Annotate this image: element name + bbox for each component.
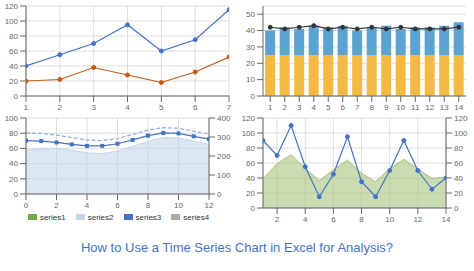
svg-text:7: 7 (227, 103, 232, 112)
svg-text:80: 80 (246, 144, 255, 153)
svg-text:13: 13 (440, 103, 449, 112)
svg-text:11: 11 (411, 103, 420, 112)
svg-text:12: 12 (205, 201, 214, 210)
svg-text:0: 0 (251, 204, 256, 213)
html-text:series3: series3 (135, 212, 162, 222)
svg-text:4: 4 (312, 103, 317, 112)
svg-text:6: 6 (331, 215, 336, 224)
svg-text:10: 10 (174, 201, 183, 210)
svg-text:40: 40 (246, 174, 255, 183)
svg-text:5: 5 (159, 103, 164, 112)
svg-text:5: 5 (326, 103, 331, 112)
svg-text:30: 30 (246, 43, 255, 52)
svg-text:6: 6 (193, 103, 198, 112)
svg-text:80: 80 (454, 144, 463, 153)
svg-text:6: 6 (115, 201, 120, 210)
svg-text:7: 7 (355, 103, 360, 112)
html-text:series1: series1 (39, 212, 66, 222)
svg-text:0: 0 (24, 201, 29, 210)
svg-text:3: 3 (91, 103, 96, 112)
svg-text:100: 100 (8, 114, 19, 123)
svg-text:200: 200 (217, 152, 231, 161)
svg-text:2: 2 (58, 103, 63, 112)
svg-text:0: 0 (454, 204, 459, 213)
svg-text:0: 0 (14, 190, 19, 199)
svg-text:1: 1 (24, 103, 29, 112)
svg-text:120: 120 (8, 2, 19, 11)
html-text:series4: series4 (183, 212, 210, 222)
svg-text:14: 14 (454, 103, 463, 112)
svg-text:12: 12 (425, 103, 434, 112)
svg-text:10: 10 (246, 75, 255, 84)
svg-text:20: 20 (9, 175, 18, 184)
svg-text:40: 40 (454, 174, 463, 183)
svg-text:8: 8 (146, 201, 151, 210)
svg-text:6: 6 (341, 103, 346, 112)
svg-text:40: 40 (9, 62, 18, 71)
svg-text:60: 60 (246, 159, 255, 168)
svg-text:60: 60 (454, 159, 463, 168)
svg-text:14: 14 (442, 215, 451, 224)
svg-text:2: 2 (275, 215, 280, 224)
html-text:series2: series2 (87, 212, 114, 222)
svg-text:60: 60 (9, 47, 18, 56)
svg-text:400: 400 (217, 114, 231, 123)
svg-text:100: 100 (454, 129, 466, 138)
svg-text:8: 8 (359, 215, 364, 224)
svg-text:1: 1 (268, 103, 273, 112)
svg-text:20: 20 (246, 189, 255, 198)
svg-text:2: 2 (283, 103, 288, 112)
svg-text:10: 10 (396, 103, 405, 112)
svg-text:20: 20 (9, 77, 18, 86)
svg-text:2: 2 (54, 201, 59, 210)
svg-text:4: 4 (303, 215, 308, 224)
svg-text:100: 100 (8, 17, 19, 26)
svg-text:120: 120 (454, 114, 466, 123)
svg-text:8: 8 (370, 103, 375, 112)
svg-text:3: 3 (297, 103, 302, 112)
svg-text:12: 12 (413, 215, 422, 224)
svg-text:0: 0 (251, 92, 256, 101)
svg-text:80: 80 (9, 129, 18, 138)
svg-text:80: 80 (9, 32, 18, 41)
html-text:How to Use a Time Series Chart: How to Use a Time Series Chart in Excel … (80, 240, 394, 255)
svg-text:40: 40 (9, 159, 18, 168)
svg-text:100: 100 (217, 171, 231, 180)
svg-text:10: 10 (385, 215, 394, 224)
svg-text:0: 0 (14, 92, 19, 101)
svg-text:50: 50 (246, 10, 255, 19)
svg-text:120: 120 (242, 114, 256, 123)
svg-text:20: 20 (246, 59, 255, 68)
svg-text:9: 9 (384, 103, 389, 112)
svg-text:60: 60 (9, 144, 18, 153)
svg-text:0: 0 (217, 190, 222, 199)
svg-text:300: 300 (217, 133, 231, 142)
svg-text:4: 4 (125, 103, 130, 112)
svg-text:100: 100 (242, 129, 256, 138)
svg-text:20: 20 (454, 189, 463, 198)
svg-text:4: 4 (85, 201, 90, 210)
svg-text:40: 40 (246, 26, 255, 35)
